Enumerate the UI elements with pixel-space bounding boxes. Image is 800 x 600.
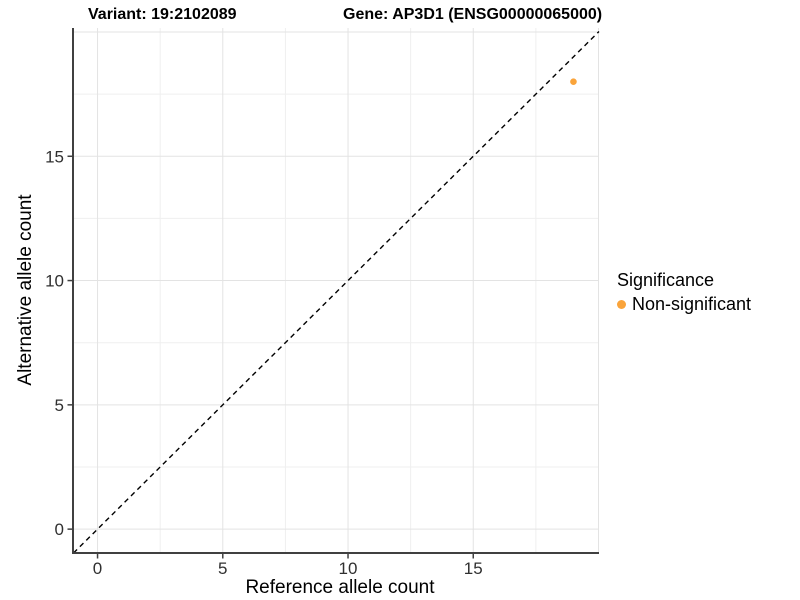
legend: Significance Non-significant bbox=[617, 270, 751, 315]
x-tick-label: 5 bbox=[218, 559, 227, 578]
data-point bbox=[570, 78, 577, 85]
y-tick-label: 0 bbox=[55, 520, 64, 539]
x-tick-label: 0 bbox=[93, 559, 102, 578]
y-tick-label: 5 bbox=[55, 396, 64, 415]
x-tick-label: 10 bbox=[339, 559, 358, 578]
y-axis-title: Alternative allele count bbox=[15, 194, 36, 386]
legend-title: Significance bbox=[617, 270, 715, 290]
y-tick-label: 10 bbox=[45, 272, 64, 291]
y-tick-label: 15 bbox=[45, 147, 64, 166]
x-axis-title: Reference allele count bbox=[245, 577, 435, 598]
x-tick-label: 15 bbox=[464, 559, 483, 578]
identity-dashed-line bbox=[73, 30, 600, 554]
gene-title: Gene: AP3D1 (ENSG00000065000) bbox=[343, 6, 603, 23]
legend-entry: Non-significant bbox=[617, 294, 751, 315]
variant-title: Variant: 19:2102089 bbox=[88, 6, 237, 23]
legend-entry-label: Non-significant bbox=[632, 294, 752, 314]
legend-key-dot-icon bbox=[617, 300, 626, 309]
